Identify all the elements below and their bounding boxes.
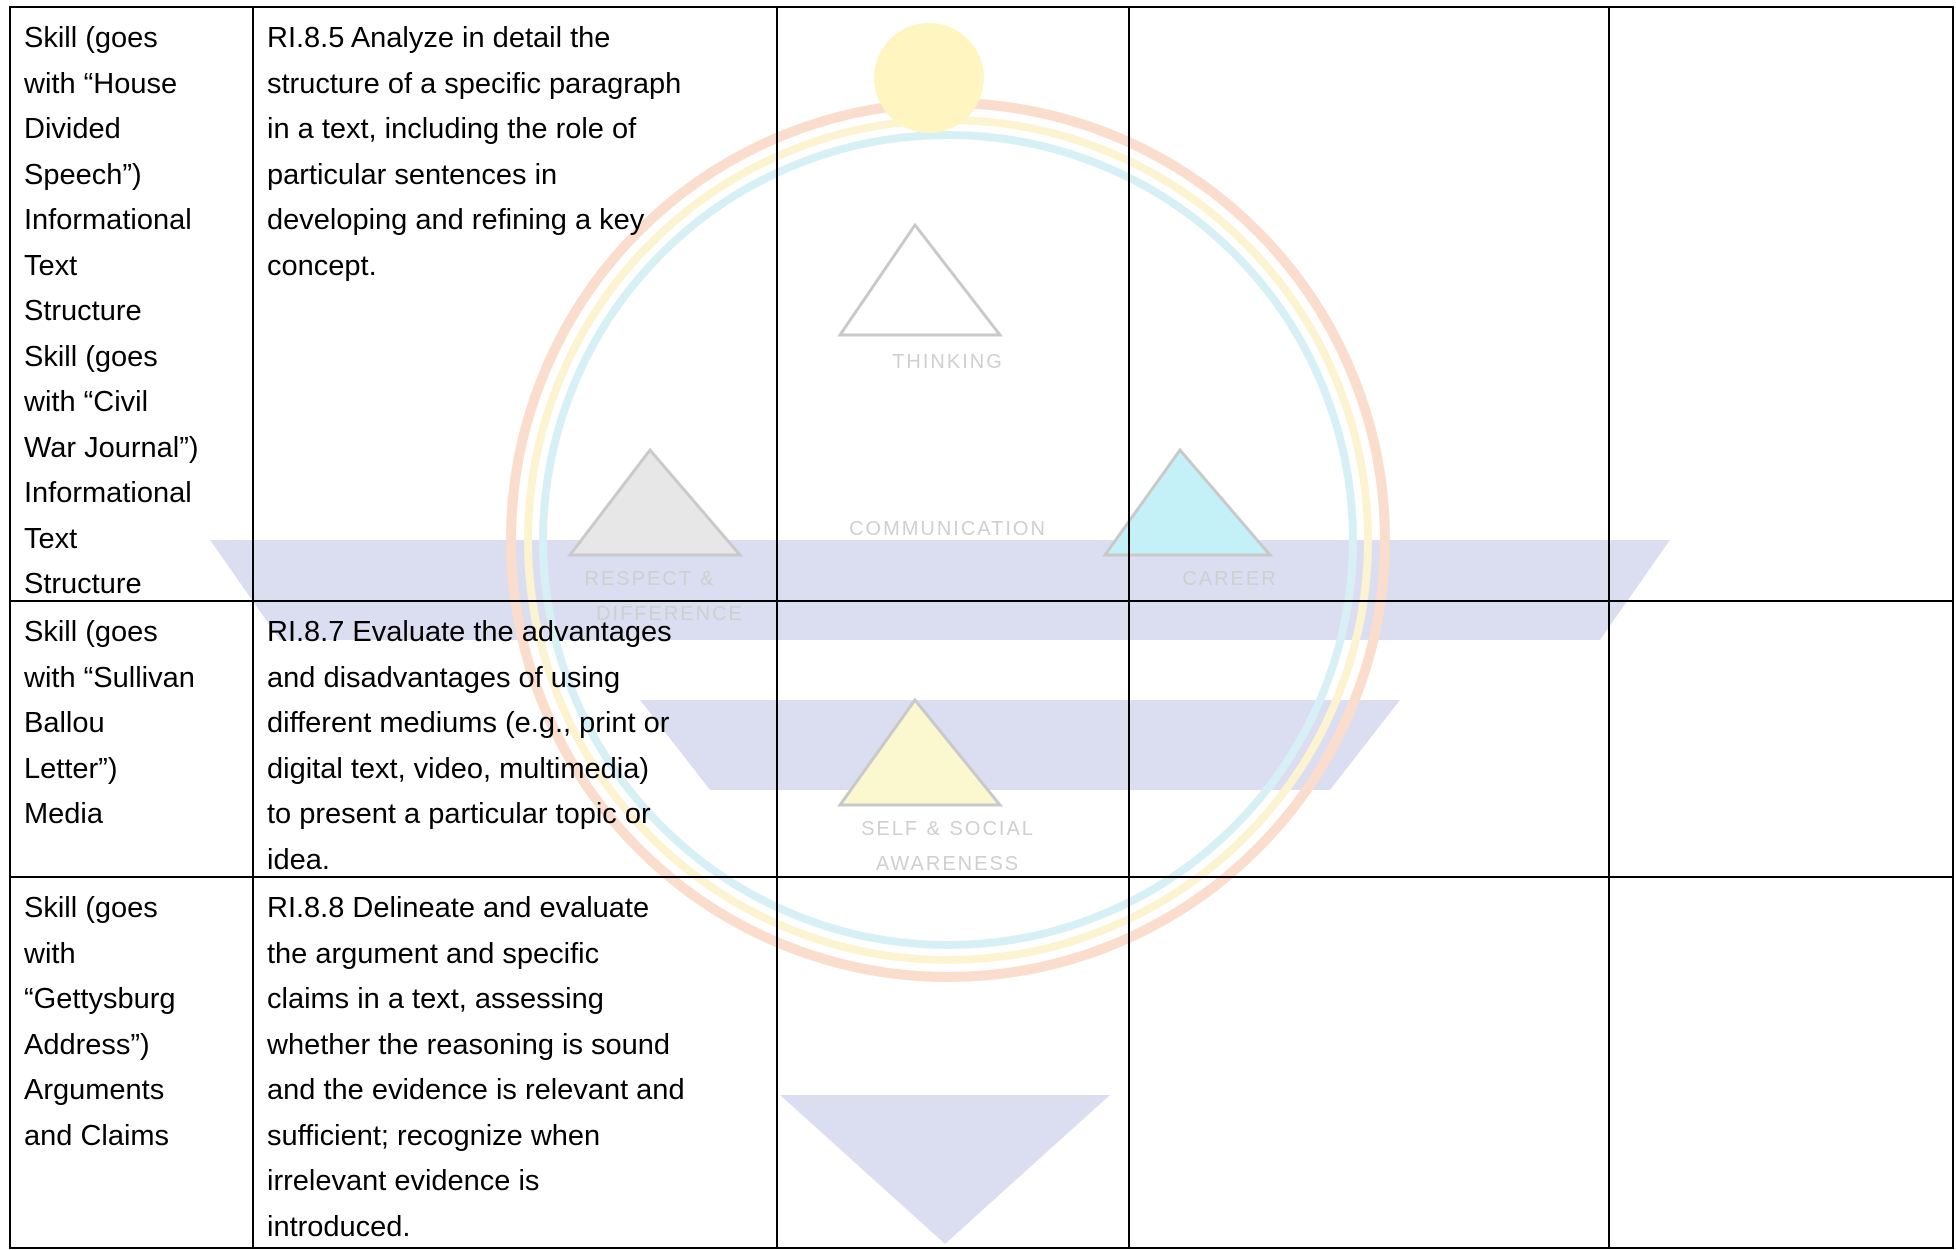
cell-text: Skill (goes <box>24 335 242 381</box>
cell-text: Structure <box>24 289 242 335</box>
cell-text: Informational <box>24 198 242 244</box>
cell-text: “Gettysburg <box>24 977 242 1023</box>
cell-text: Informational <box>24 471 242 517</box>
table-cell <box>1608 6 1954 602</box>
table-cell <box>776 600 1130 878</box>
cell-text: different mediums (e.g., print or <box>267 701 766 747</box>
cell-text: structure of a specific paragraph <box>267 62 766 108</box>
cell-text: Divided <box>24 107 242 153</box>
cell-text: with “House <box>24 62 242 108</box>
cell-text: with “Sullivan <box>24 656 242 702</box>
cell-text: with “Civil <box>24 380 242 426</box>
table-cell <box>776 6 1130 602</box>
table-cell <box>1128 876 1610 1249</box>
cell-text: Speech”) <box>24 153 242 199</box>
cell-text: Media <box>24 792 242 838</box>
cell-text: Text <box>24 244 242 290</box>
cell-text: Arguments <box>24 1068 242 1114</box>
cell-text: in a text, including the role of <box>267 107 766 153</box>
cell-text: and the evidence is relevant and <box>267 1068 766 1114</box>
cell-text: concept. <box>267 244 766 290</box>
cell-text: particular sentences in <box>267 153 766 199</box>
table-cell <box>1128 6 1610 602</box>
cell-text: and Claims <box>24 1114 242 1160</box>
cell-text: Ballou <box>24 701 242 747</box>
cell-text: RI.8.8 Delineate and evaluate <box>267 886 766 932</box>
cell-text: Skill (goes <box>24 16 242 62</box>
cell-text: whether the reasoning is sound <box>267 1023 766 1069</box>
cell-text: Letter”) <box>24 747 242 793</box>
cell-text: War Journal”) <box>24 426 242 472</box>
cell-text: irrelevant evidence is <box>267 1159 766 1205</box>
cell-text: the argument and specific <box>267 932 766 978</box>
cell-text: digital text, video, multimedia) <box>267 747 766 793</box>
table-cell <box>1128 600 1610 878</box>
cell-text: sufficient; recognize when <box>267 1114 766 1160</box>
cell-text: claims in a text, assessing <box>267 977 766 1023</box>
cell-text: RI.8.7 Evaluate the advantages <box>267 610 766 656</box>
cell-text: to present a particular topic or <box>267 792 766 838</box>
table-cell <box>776 876 1130 1249</box>
cell-text: Skill (goes <box>24 886 242 932</box>
cell-text: with <box>24 932 242 978</box>
cell-text: introduced. <box>267 1205 766 1250</box>
table-cell <box>1608 600 1954 878</box>
cell-text: developing and refining a key <box>267 198 766 244</box>
table-cell <box>1608 876 1954 1249</box>
cell-text: and disadvantages of using <box>267 656 766 702</box>
cell-text: Text <box>24 517 242 563</box>
cell-text: RI.8.5 Analyze in detail the <box>267 16 766 62</box>
cell-text: Skill (goes <box>24 610 242 656</box>
cell-text: Address”) <box>24 1023 242 1069</box>
